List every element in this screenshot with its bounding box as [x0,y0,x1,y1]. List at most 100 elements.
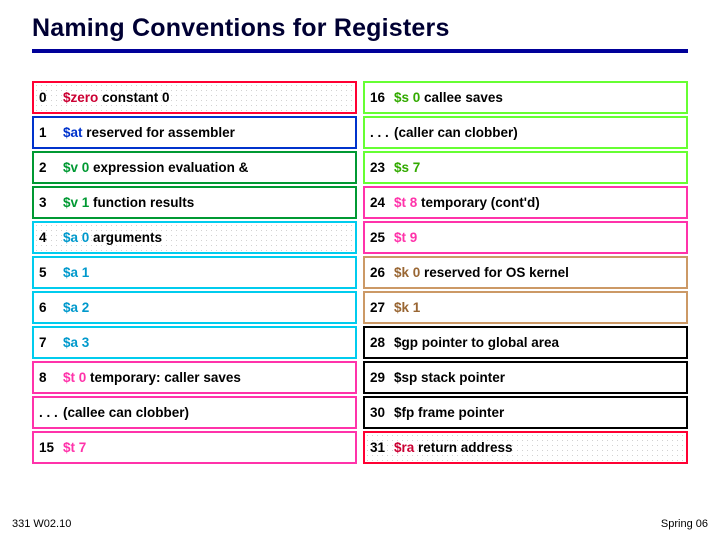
register-number: 26 [370,265,394,280]
footer-right: Spring 06 [661,518,708,530]
register-row: 28$gp pointer to global area [363,326,688,359]
register-label: $at reserved for assembler [63,125,235,140]
register-number: 30 [370,405,394,420]
left-column: 0$zero constant 0 1$at reserved for assem… [32,81,357,464]
register-tables: 0$zero constant 0 1$at reserved for assem… [32,81,688,464]
register-number: 3 [39,195,63,210]
register-name: $sp [394,370,417,385]
register-label: $v 0 expression evaluation & [63,160,248,175]
register-number: 1 [39,125,63,140]
register-row: 29$sp stack pointer [363,361,688,394]
register-row: 26$k 0 reserved for OS kernel [363,256,688,289]
footer-left: 331 W02.10 [12,518,71,530]
register-label: $k 1 [394,300,420,315]
register-desc: arguments [89,230,162,245]
register-label: $k 0 reserved for OS kernel [394,265,569,280]
register-name: $a 0 [63,230,89,245]
register-desc: pointer to global area [418,335,559,350]
register-label: $a 1 [63,265,89,280]
register-name: $zero [63,90,98,105]
register-label: $a 0 arguments [63,230,162,245]
register-row: . . .(callee can clobber) [32,396,357,429]
register-number: 7 [39,335,63,350]
register-name: $t 7 [63,440,86,455]
register-number: 31 [370,440,394,455]
register-number: 2 [39,160,63,175]
register-label: $s 7 [394,160,420,175]
register-row: 5$a 1 [32,256,357,289]
register-row: 24$t 8 temporary (cont'd) [363,186,688,219]
register-label: (caller can clobber) [394,125,518,140]
slide: Naming Conventions for Registers 0$zero … [0,0,720,540]
register-number: 16 [370,90,394,105]
register-label: $t 0 temporary: caller saves [63,370,241,385]
register-desc: function results [89,195,194,210]
register-row: 4$a 0 arguments [32,221,357,254]
register-name: $a 1 [63,265,89,280]
register-desc: frame pointer [414,405,504,420]
register-desc: reserved for assembler [83,125,235,140]
register-row: 8$t 0 temporary: caller saves [32,361,357,394]
register-name: $ra [394,440,414,455]
register-desc: callee saves [420,90,503,105]
register-row: 30$fp frame pointer [363,396,688,429]
register-name: $s 7 [394,160,420,175]
register-name: $t 8 [394,195,417,210]
register-number: 15 [39,440,63,455]
register-name: $t 9 [394,230,417,245]
register-label: $fp frame pointer [394,405,504,420]
register-number: 29 [370,370,394,385]
register-number: 25 [370,230,394,245]
register-desc: (callee can clobber) [63,405,189,420]
register-label: $sp stack pointer [394,370,505,385]
register-desc: expression evaluation & [89,160,248,175]
register-label: $zero constant 0 [63,90,170,105]
register-number: 4 [39,230,63,245]
register-row: 16$s 0 callee saves [363,81,688,114]
right-column: 16$s 0 callee saves. . . (caller can clo… [363,81,688,464]
register-row: . . . (caller can clobber) [363,116,688,149]
register-row: 31$ra return address [363,431,688,464]
register-label: $s 0 callee saves [394,90,503,105]
register-desc: stack pointer [417,370,505,385]
register-name: $fp [394,405,414,420]
register-number: . . . [370,125,394,140]
register-label: $t 9 [394,230,417,245]
register-label: $t 7 [63,440,86,455]
register-name: $at [63,125,83,140]
register-desc: temporary (cont'd) [417,195,539,210]
register-desc: temporary: caller saves [86,370,241,385]
register-name: $t 0 [63,370,86,385]
register-number: 23 [370,160,394,175]
register-name: $a 3 [63,335,89,350]
register-label: $a 2 [63,300,89,315]
register-row: 6$a 2 [32,291,357,324]
page-title: Naming Conventions for Registers [32,14,688,53]
footer: 331 W02.10 Spring 06 [12,518,708,530]
register-label: (callee can clobber) [63,405,189,420]
register-label: $gp pointer to global area [394,335,559,350]
register-number: 0 [39,90,63,105]
register-label: $ra return address [394,440,513,455]
register-name: $v 0 [63,160,89,175]
register-row: 15$t 7 [32,431,357,464]
register-desc: constant 0 [98,90,169,105]
register-row: 2$v 0 expression evaluation & [32,151,357,184]
register-name: $s 0 [394,90,420,105]
register-number: 24 [370,195,394,210]
register-number: . . . [39,405,63,420]
register-name: $k 0 [394,265,420,280]
register-number: 6 [39,300,63,315]
register-name: $gp [394,335,418,350]
register-row: 1$at reserved for assembler [32,116,357,149]
register-name: $a 2 [63,300,89,315]
register-label: $a 3 [63,335,89,350]
register-number: 8 [39,370,63,385]
register-label: $t 8 temporary (cont'd) [394,195,540,210]
register-row: 27$k 1 [363,291,688,324]
register-desc: (caller can clobber) [394,125,518,140]
register-row: 25$t 9 [363,221,688,254]
register-row: 3$v 1 function results [32,186,357,219]
register-number: 27 [370,300,394,315]
register-number: 28 [370,335,394,350]
